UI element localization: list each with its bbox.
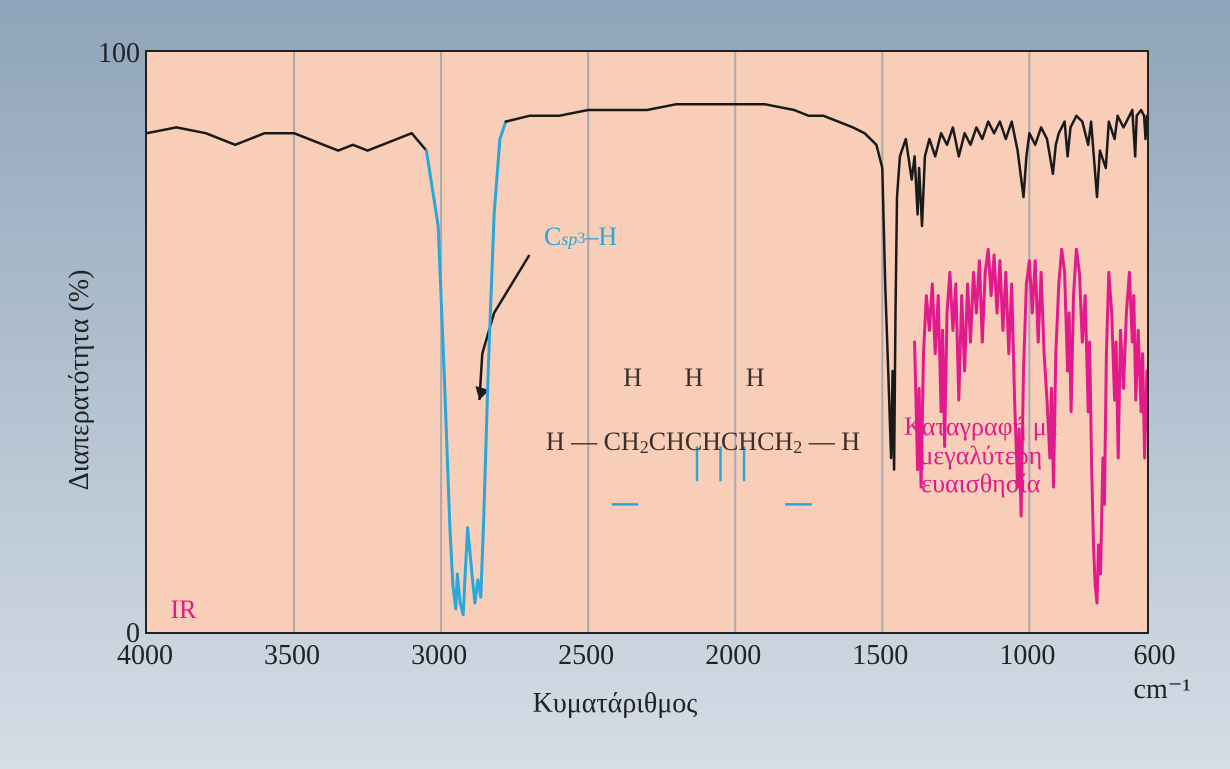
x-tick: 4000 xyxy=(117,640,173,672)
chart-frame: Διαπερατότητα (%) 100 0 IR Csp3–H Καταγρ… xyxy=(40,20,1190,740)
x-tick: 2500 xyxy=(558,640,614,672)
csp3h-label: Csp3–H xyxy=(544,222,617,252)
x-tick: 1500 xyxy=(852,640,908,672)
x-axis-label: Κυματάριθμος xyxy=(533,688,698,720)
x-tick: 600 cm⁻¹ xyxy=(1134,640,1191,706)
y-axis-label: Διαπερατότητα (%) xyxy=(64,270,96,491)
ir-label: IR xyxy=(171,595,197,625)
plot-area: IR Csp3–H Καταγραφή μεμεγαλύτερηευαισθησ… xyxy=(145,50,1149,634)
y-tick-100: 100 xyxy=(80,38,140,70)
sensitivity-label: Καταγραφή μεμεγαλύτερηευαισθησία xyxy=(904,413,1058,499)
formula-top-h: H H H xyxy=(546,363,860,393)
x-tick: 2000 xyxy=(705,640,761,672)
molecular-formula: H H H H — CH2CHCHCHCH2 — H xyxy=(546,363,860,458)
x-tick: 1000 xyxy=(999,640,1055,672)
spectrum-svg xyxy=(147,52,1147,632)
formula-chain: H — CH2CHCHCHCH2 — H xyxy=(546,427,860,458)
x-tick: 3000 xyxy=(411,640,467,672)
x-tick: 3500 xyxy=(264,640,320,672)
